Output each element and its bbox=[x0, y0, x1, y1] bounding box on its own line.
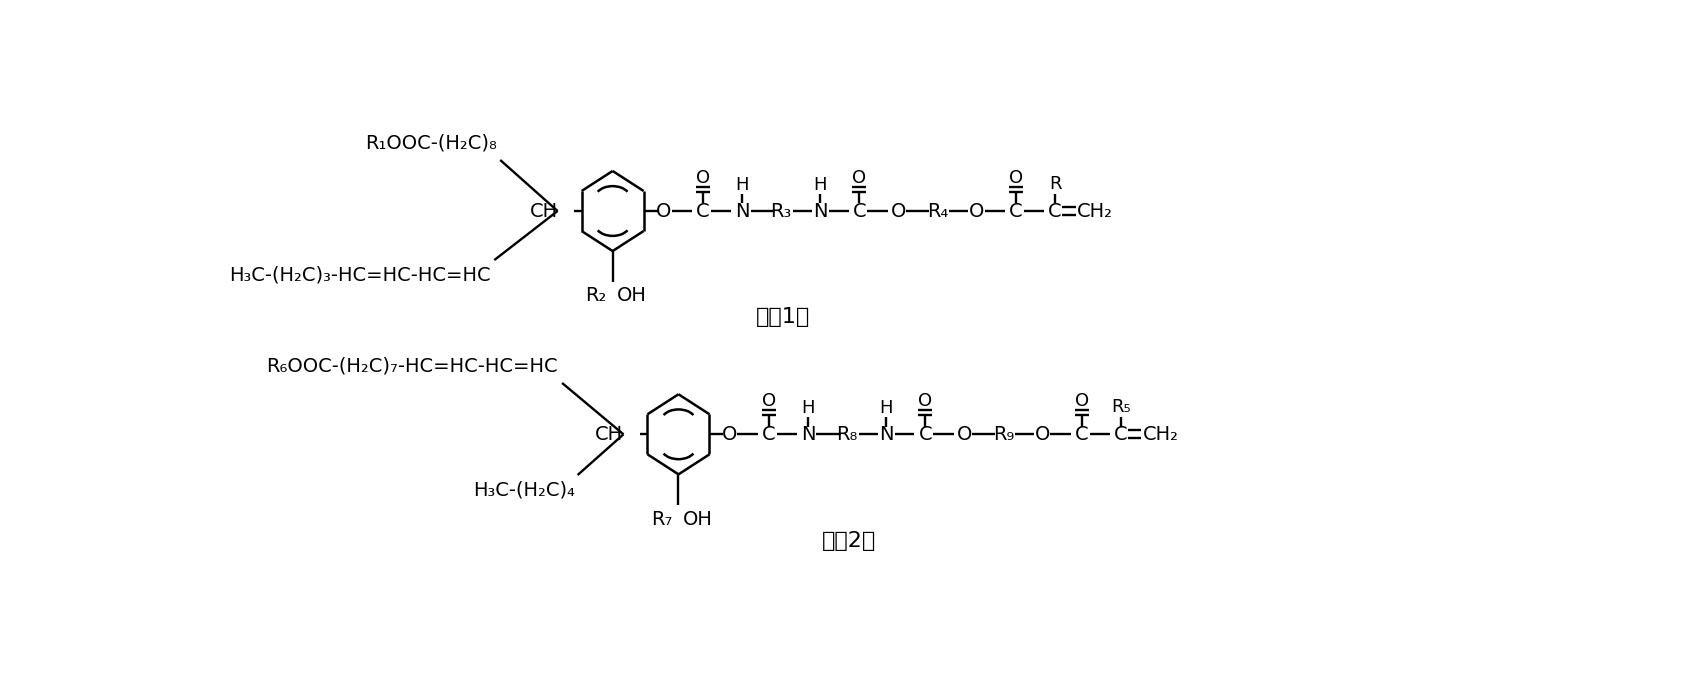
Text: R₅: R₅ bbox=[1111, 398, 1130, 417]
Text: R₄: R₄ bbox=[927, 202, 947, 220]
Text: R₆OOC-(H₂C)₇-HC=HC-HC=HC: R₆OOC-(H₂C)₇-HC=HC-HC=HC bbox=[266, 357, 558, 375]
Text: 式（2）: 式（2） bbox=[821, 530, 876, 551]
Text: R₇: R₇ bbox=[650, 510, 673, 528]
Text: CH₂: CH₂ bbox=[1075, 202, 1111, 220]
Text: OH: OH bbox=[683, 510, 712, 528]
Text: R: R bbox=[1048, 175, 1060, 193]
Text: O: O bbox=[852, 169, 865, 187]
Text: R₂: R₂ bbox=[584, 286, 606, 305]
Text: C: C bbox=[1009, 202, 1022, 220]
Text: N: N bbox=[734, 202, 749, 220]
Text: C: C bbox=[1048, 202, 1062, 220]
Text: R₁OOC-(H₂C)₈: R₁OOC-(H₂C)₈ bbox=[365, 133, 497, 152]
Text: N: N bbox=[879, 425, 893, 443]
Text: R₈: R₈ bbox=[836, 425, 857, 443]
Text: H: H bbox=[813, 176, 826, 194]
Text: N: N bbox=[801, 425, 814, 443]
Text: 式（1）: 式（1） bbox=[756, 307, 809, 328]
Text: O: O bbox=[1009, 169, 1022, 187]
Text: O: O bbox=[918, 392, 932, 410]
Text: O: O bbox=[761, 392, 775, 410]
Text: R₉: R₉ bbox=[992, 425, 1014, 443]
Text: O: O bbox=[956, 425, 971, 443]
Text: N: N bbox=[813, 202, 828, 220]
Text: CH: CH bbox=[529, 202, 556, 220]
Text: H₃C-(H₂C)₄: H₃C-(H₂C)₄ bbox=[473, 481, 574, 500]
Text: H: H bbox=[736, 176, 748, 194]
Text: O: O bbox=[1034, 425, 1050, 443]
Text: CH: CH bbox=[596, 425, 623, 443]
Text: O: O bbox=[695, 169, 710, 187]
Text: C: C bbox=[852, 202, 865, 220]
Text: C: C bbox=[696, 202, 710, 220]
Text: H₃C-(H₂C)₃-HC=HC-HC=HC: H₃C-(H₂C)₃-HC=HC-HC=HC bbox=[229, 266, 490, 285]
Text: C: C bbox=[918, 425, 932, 443]
Text: O: O bbox=[655, 202, 671, 220]
Text: C: C bbox=[1074, 425, 1087, 443]
Text: O: O bbox=[968, 202, 983, 220]
Text: CH₂: CH₂ bbox=[1142, 425, 1178, 443]
Text: O: O bbox=[891, 202, 906, 220]
Text: O: O bbox=[722, 425, 737, 443]
Text: C: C bbox=[761, 425, 775, 443]
Text: H: H bbox=[879, 399, 893, 417]
Text: C: C bbox=[1113, 425, 1127, 443]
Text: O: O bbox=[1074, 392, 1089, 410]
Text: H: H bbox=[801, 399, 814, 417]
Text: OH: OH bbox=[616, 286, 647, 305]
Text: R₃: R₃ bbox=[770, 202, 792, 220]
